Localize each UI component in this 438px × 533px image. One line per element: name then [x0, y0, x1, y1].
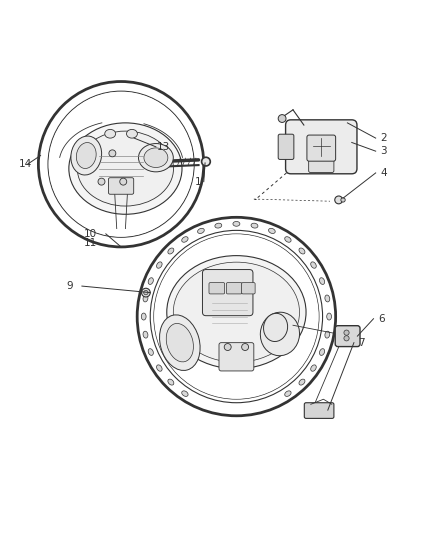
Ellipse shape — [198, 228, 204, 233]
Ellipse shape — [148, 278, 153, 285]
Circle shape — [49, 92, 193, 237]
FancyBboxPatch shape — [242, 282, 255, 294]
FancyBboxPatch shape — [202, 270, 253, 316]
Ellipse shape — [319, 278, 325, 285]
FancyBboxPatch shape — [109, 177, 134, 194]
Ellipse shape — [325, 295, 330, 302]
FancyBboxPatch shape — [309, 158, 334, 173]
Circle shape — [39, 82, 204, 247]
Ellipse shape — [233, 221, 240, 226]
FancyBboxPatch shape — [209, 282, 225, 294]
Circle shape — [242, 344, 249, 351]
Ellipse shape — [319, 349, 325, 356]
Ellipse shape — [311, 365, 316, 372]
Circle shape — [98, 178, 105, 185]
Circle shape — [150, 230, 322, 403]
Text: 11: 11 — [84, 238, 97, 247]
Ellipse shape — [143, 295, 148, 302]
Text: 9: 9 — [67, 281, 73, 291]
Ellipse shape — [143, 331, 148, 338]
Ellipse shape — [78, 131, 173, 206]
Ellipse shape — [182, 237, 188, 242]
FancyBboxPatch shape — [278, 134, 294, 159]
FancyBboxPatch shape — [335, 326, 360, 346]
Text: 4: 4 — [380, 168, 387, 178]
Ellipse shape — [168, 248, 174, 254]
Ellipse shape — [251, 223, 258, 228]
Ellipse shape — [173, 262, 300, 362]
Text: 10: 10 — [84, 229, 97, 239]
Ellipse shape — [325, 331, 330, 338]
Circle shape — [109, 150, 116, 157]
Circle shape — [201, 157, 210, 166]
Circle shape — [155, 235, 318, 398]
Ellipse shape — [167, 256, 306, 369]
Ellipse shape — [285, 237, 291, 242]
Ellipse shape — [166, 324, 194, 362]
Ellipse shape — [156, 262, 162, 268]
Ellipse shape — [260, 312, 300, 356]
Ellipse shape — [71, 136, 102, 175]
Ellipse shape — [311, 262, 316, 268]
Ellipse shape — [144, 148, 168, 167]
Circle shape — [344, 336, 349, 341]
Ellipse shape — [182, 391, 188, 397]
Text: 1: 1 — [195, 176, 201, 187]
Text: 7: 7 — [358, 338, 365, 348]
Ellipse shape — [69, 123, 182, 214]
Circle shape — [137, 217, 336, 416]
Ellipse shape — [76, 142, 96, 168]
Circle shape — [154, 234, 319, 399]
Ellipse shape — [327, 313, 332, 320]
Ellipse shape — [264, 313, 288, 342]
Ellipse shape — [215, 223, 222, 228]
Ellipse shape — [105, 130, 116, 138]
Text: 13: 13 — [157, 142, 170, 152]
FancyBboxPatch shape — [307, 135, 336, 161]
Ellipse shape — [156, 365, 162, 372]
Circle shape — [335, 196, 343, 204]
Text: 14: 14 — [19, 159, 32, 169]
Text: 3: 3 — [380, 146, 387, 156]
Circle shape — [278, 115, 286, 123]
Circle shape — [224, 344, 231, 351]
Circle shape — [48, 91, 194, 237]
Text: 2: 2 — [380, 133, 387, 143]
Circle shape — [341, 198, 345, 202]
Circle shape — [344, 330, 349, 335]
Circle shape — [120, 178, 127, 185]
Ellipse shape — [141, 313, 146, 320]
Ellipse shape — [268, 228, 275, 233]
FancyBboxPatch shape — [304, 403, 334, 418]
Ellipse shape — [138, 143, 173, 172]
FancyBboxPatch shape — [219, 343, 254, 371]
Ellipse shape — [168, 379, 174, 385]
Ellipse shape — [159, 315, 200, 370]
Circle shape — [144, 290, 148, 295]
Text: 6: 6 — [378, 314, 385, 324]
Ellipse shape — [299, 248, 305, 254]
Ellipse shape — [299, 379, 305, 385]
Ellipse shape — [285, 391, 291, 397]
Ellipse shape — [148, 349, 153, 356]
Circle shape — [141, 288, 150, 297]
FancyBboxPatch shape — [226, 282, 242, 294]
Ellipse shape — [127, 130, 138, 138]
FancyBboxPatch shape — [286, 120, 357, 174]
